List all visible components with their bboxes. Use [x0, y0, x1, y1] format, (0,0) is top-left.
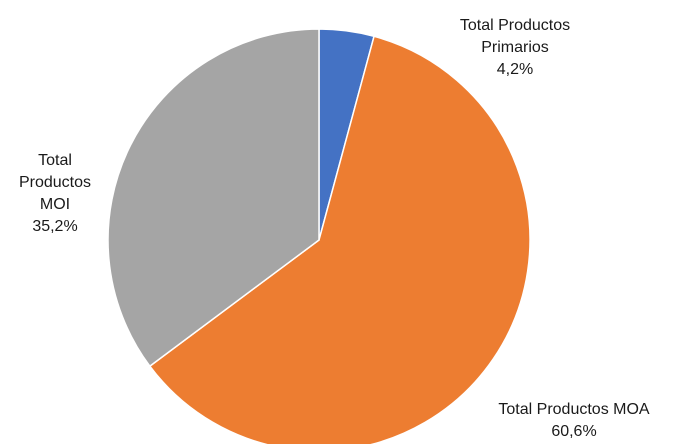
pie-slices — [107, 28, 531, 444]
slice-name-line-2-2: MOI — [40, 196, 70, 213]
slice-value-label-2: 35,2% — [32, 218, 77, 235]
slice-name-line-2-1: Productos — [19, 174, 91, 191]
pie-slice-1 — [148, 35, 531, 444]
pie-slice-2 — [107, 28, 320, 368]
slice-label-0: Total Productos Primarios 4,2% — [460, 17, 570, 78]
slice-value-label-1: 60,6% — [551, 423, 596, 440]
slice-label-1: Total Productos MOA 60,6% — [498, 401, 650, 440]
slice-name-line-0-0: Total Productos — [460, 17, 570, 34]
slice-value-label-0: 4,2% — [497, 61, 533, 78]
pie-labels: Total Productos Primarios 4,2%Total Produc… — [19, 17, 650, 440]
slice-name-line-1-0: Total Productos MOA — [498, 401, 650, 418]
slice-label-2: Total Productos MOI 35,2% — [19, 152, 91, 235]
slice-name-line-2-0: Total — [38, 152, 72, 169]
slice-name-line-0-1: Primarios — [481, 39, 549, 56]
